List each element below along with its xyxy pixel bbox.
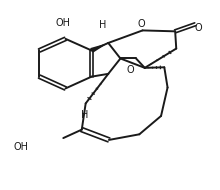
Polygon shape	[90, 43, 108, 53]
Text: H: H	[99, 20, 107, 30]
Text: O: O	[195, 23, 202, 33]
Text: OH: OH	[13, 142, 28, 152]
Text: O: O	[127, 65, 134, 75]
Text: H: H	[81, 110, 89, 120]
Text: O: O	[137, 19, 145, 29]
Text: OH: OH	[56, 18, 71, 28]
